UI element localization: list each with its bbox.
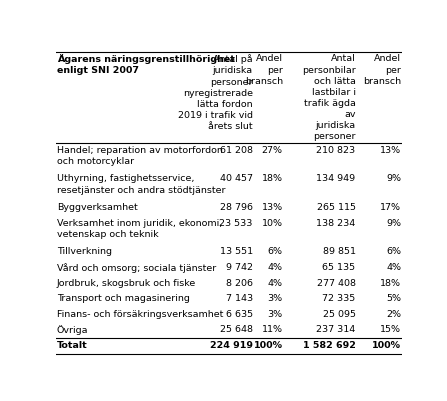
Text: 11%: 11% — [262, 324, 283, 333]
Text: 89 851: 89 851 — [323, 247, 355, 256]
Text: 65 135: 65 135 — [322, 262, 355, 271]
Text: Tillverkning: Tillverkning — [57, 247, 112, 256]
Text: 6%: 6% — [386, 247, 401, 256]
Text: 100%: 100% — [254, 340, 283, 349]
Text: 3%: 3% — [268, 293, 283, 302]
Text: 61 208: 61 208 — [219, 146, 253, 154]
Text: 1 582 692: 1 582 692 — [303, 340, 355, 349]
Text: Handel; reparation av motorfordon
och motorcyklar: Handel; reparation av motorfordon och mo… — [57, 146, 223, 166]
Text: Transport och magasinering: Transport och magasinering — [57, 293, 190, 302]
Text: 23 533: 23 533 — [219, 218, 253, 227]
Text: 25 095: 25 095 — [323, 309, 355, 318]
Text: 3%: 3% — [268, 309, 283, 318]
Text: 4%: 4% — [386, 262, 401, 271]
Text: Antal på
juridiska
personer
nyregistrerade
lätta fordon
2019 i trafik vid
årets : Antal på juridiska personer nyregistrera… — [177, 54, 253, 131]
Text: 27%: 27% — [262, 146, 283, 154]
Text: 13%: 13% — [261, 203, 283, 212]
Text: Ägarens näringsgrenstillhörighet
enligt SNI 2007: Ägarens näringsgrenstillhörighet enligt … — [57, 54, 235, 75]
Text: Andel
per
bransch: Andel per bransch — [245, 54, 283, 85]
Text: 28 796: 28 796 — [219, 203, 253, 212]
Text: Byggverksamhet: Byggverksamhet — [57, 203, 138, 212]
Text: 13%: 13% — [380, 146, 401, 154]
Text: 2%: 2% — [386, 309, 401, 318]
Text: Jordbruk, skogsbruk och fiske: Jordbruk, skogsbruk och fiske — [57, 278, 196, 287]
Text: 7 143: 7 143 — [226, 293, 253, 302]
Text: 224 919: 224 919 — [210, 340, 253, 349]
Text: Finans- och försäkringsverksamhet: Finans- och försäkringsverksamhet — [57, 309, 224, 318]
Text: 18%: 18% — [262, 174, 283, 183]
Text: 8 206: 8 206 — [226, 278, 253, 287]
Text: Antal
personbilar
och lätta
lastbilar i
trafik ägda
av
juridiska
personer: Antal personbilar och lätta lastbilar i … — [302, 54, 355, 141]
Text: 100%: 100% — [372, 340, 401, 349]
Text: 210 823: 210 823 — [316, 146, 355, 154]
Text: Övriga: Övriga — [57, 324, 89, 334]
Text: 13 551: 13 551 — [219, 247, 253, 256]
Text: 15%: 15% — [380, 324, 401, 333]
Text: 72 335: 72 335 — [322, 293, 355, 302]
Text: 9%: 9% — [386, 174, 401, 183]
Text: 9%: 9% — [386, 218, 401, 227]
Text: 6%: 6% — [268, 247, 283, 256]
Text: 134 949: 134 949 — [316, 174, 355, 183]
Text: 277 408: 277 408 — [316, 278, 355, 287]
Text: 9 742: 9 742 — [226, 262, 253, 271]
Text: Totalt: Totalt — [57, 340, 88, 349]
Text: 265 115: 265 115 — [316, 203, 355, 212]
Text: Uthyrning, fastighetsservice,
resetjänster och andra stödtjänster: Uthyrning, fastighetsservice, resetjänst… — [57, 174, 225, 194]
Text: 4%: 4% — [268, 262, 283, 271]
Text: 237 314: 237 314 — [316, 324, 355, 333]
Text: 18%: 18% — [380, 278, 401, 287]
Text: Vård och omsorg; sociala tjänster: Vård och omsorg; sociala tjänster — [57, 262, 216, 272]
Text: 138 234: 138 234 — [316, 218, 355, 227]
Text: 4%: 4% — [268, 278, 283, 287]
Text: Andel
per
bransch: Andel per bransch — [363, 54, 401, 85]
Text: 40 457: 40 457 — [219, 174, 253, 183]
Text: 17%: 17% — [380, 203, 401, 212]
Text: 10%: 10% — [262, 218, 283, 227]
Text: Verksamhet inom juridik, ekonomi,
vetenskap och teknik: Verksamhet inom juridik, ekonomi, vetens… — [57, 218, 222, 238]
Text: 25 648: 25 648 — [219, 324, 253, 333]
Text: 6 635: 6 635 — [226, 309, 253, 318]
Text: 5%: 5% — [386, 293, 401, 302]
